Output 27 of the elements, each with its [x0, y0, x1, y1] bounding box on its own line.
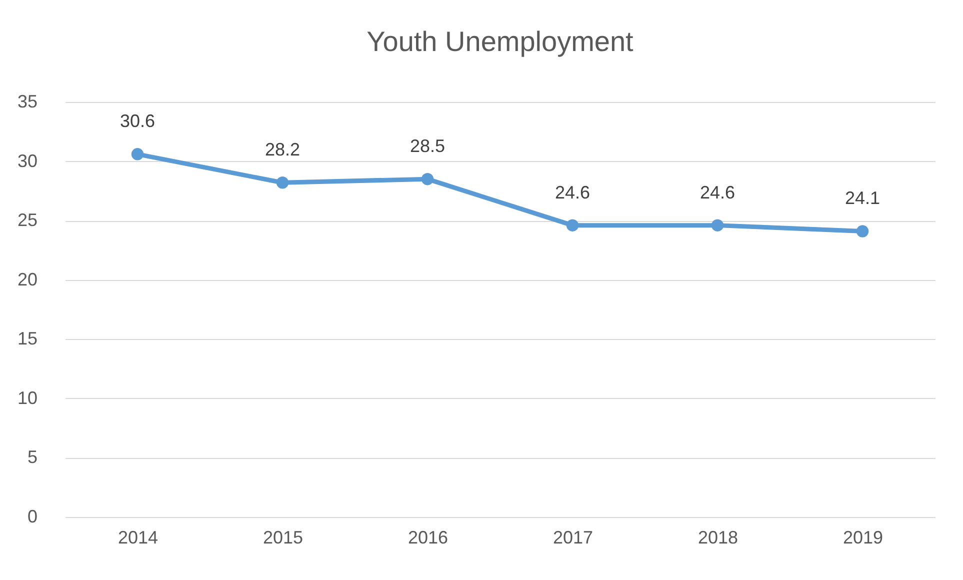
- data-label: 28.5: [410, 136, 446, 156]
- point: [566, 219, 579, 232]
- y-tick-label: 10: [17, 388, 38, 408]
- point: [421, 172, 434, 186]
- y-tick-label: 5: [27, 447, 38, 468]
- data-label: 28.2: [264, 140, 300, 160]
- data-label: 30.6: [120, 111, 156, 132]
- x-tick-label: 2016: [408, 528, 448, 548]
- point: [131, 148, 144, 160]
- y-tick-label: 0: [27, 506, 38, 526]
- data-label: 24.6: [554, 182, 590, 202]
- x-tick-label: 2018: [698, 528, 738, 548]
- x-tick-label: 2015: [262, 528, 304, 548]
- chart-title: Youth Unemployment: [366, 26, 634, 57]
- x-tick-label: 2017: [552, 528, 594, 548]
- y-tick-label: 35: [17, 92, 38, 112]
- data-label: 24.6: [700, 182, 736, 202]
- y-tick-label: 30: [17, 150, 38, 171]
- data-label: 24.1: [844, 188, 880, 208]
- y-tick-label: 25: [17, 210, 38, 230]
- x-tick-label: 2019: [842, 528, 884, 548]
- point: [276, 176, 289, 189]
- x-tick-label: 2014: [118, 528, 158, 548]
- y-tick-label: 20: [17, 269, 38, 290]
- point: [856, 225, 869, 238]
- y-tick-label: 15: [17, 328, 38, 349]
- point: [711, 219, 724, 232]
